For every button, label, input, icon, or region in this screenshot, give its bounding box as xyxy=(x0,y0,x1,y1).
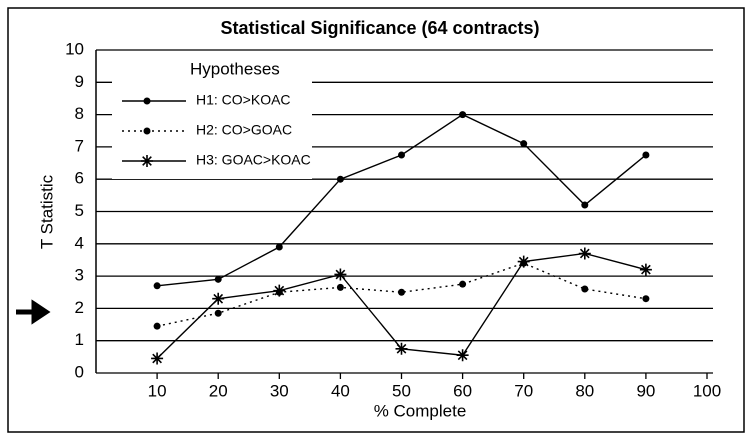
marker xyxy=(456,349,469,362)
x-tick-label: 60 xyxy=(453,381,472,400)
y-tick-label: 5 xyxy=(75,201,84,220)
marker xyxy=(273,284,286,297)
legend-label: H2: CO>GOAC xyxy=(196,122,292,138)
x-tick-label: 70 xyxy=(514,381,533,400)
marker xyxy=(642,151,650,159)
y-tick-label: 8 xyxy=(75,104,84,123)
y-tick-label: 6 xyxy=(75,169,84,188)
marker xyxy=(639,263,652,276)
marker xyxy=(214,275,222,283)
marker xyxy=(143,127,151,135)
marker xyxy=(336,175,344,183)
legend-label: H1: CO>KOAC xyxy=(196,92,291,108)
marker xyxy=(212,292,225,305)
y-tick-label: 10 xyxy=(65,39,84,58)
y-tick-label: 1 xyxy=(75,330,84,349)
marker xyxy=(578,247,591,260)
x-tick-label: 100 xyxy=(693,381,721,400)
marker xyxy=(398,151,405,159)
marker xyxy=(214,309,222,317)
y-axis-label: T Statistic xyxy=(37,174,56,249)
marker xyxy=(459,111,467,119)
marker xyxy=(153,282,161,290)
frame xyxy=(7,7,745,433)
legend-label: H3: GOAC>KOAC xyxy=(196,152,311,168)
x-tick-label: 10 xyxy=(148,381,167,400)
marker xyxy=(520,140,528,148)
marker xyxy=(141,155,153,167)
marker xyxy=(143,97,151,105)
series-line xyxy=(156,252,647,359)
y-tick-label: 3 xyxy=(75,266,84,285)
x-tick-label: 50 xyxy=(392,381,411,400)
series-line xyxy=(156,262,647,327)
y-tick-label: 0 xyxy=(75,362,84,381)
chart-title: Statistical Significance (64 contracts) xyxy=(220,18,539,38)
marker xyxy=(517,255,530,268)
arrow xyxy=(16,299,51,325)
marker xyxy=(398,288,405,296)
marker xyxy=(581,201,589,209)
x-tick-label: 40 xyxy=(331,381,350,400)
marker xyxy=(336,283,344,291)
marker xyxy=(581,285,589,293)
y-tick-label: 7 xyxy=(75,136,84,155)
x-tick-label: 30 xyxy=(270,381,289,400)
x-tick-label: 20 xyxy=(209,381,228,400)
marker xyxy=(153,322,161,330)
marker xyxy=(642,295,650,303)
x-axis-label: % Complete xyxy=(374,401,467,420)
legend-title: Hypotheses xyxy=(190,59,280,78)
x-tick-label: 90 xyxy=(636,381,655,400)
marker xyxy=(459,280,467,288)
y-tick-label: 9 xyxy=(75,72,84,91)
marker xyxy=(395,342,408,355)
marker xyxy=(151,352,164,365)
x-tick-label: 80 xyxy=(575,381,594,400)
marker xyxy=(275,243,283,251)
marker xyxy=(334,268,347,281)
y-tick-label: 4 xyxy=(75,233,84,252)
y-tick-label: 2 xyxy=(75,298,84,317)
